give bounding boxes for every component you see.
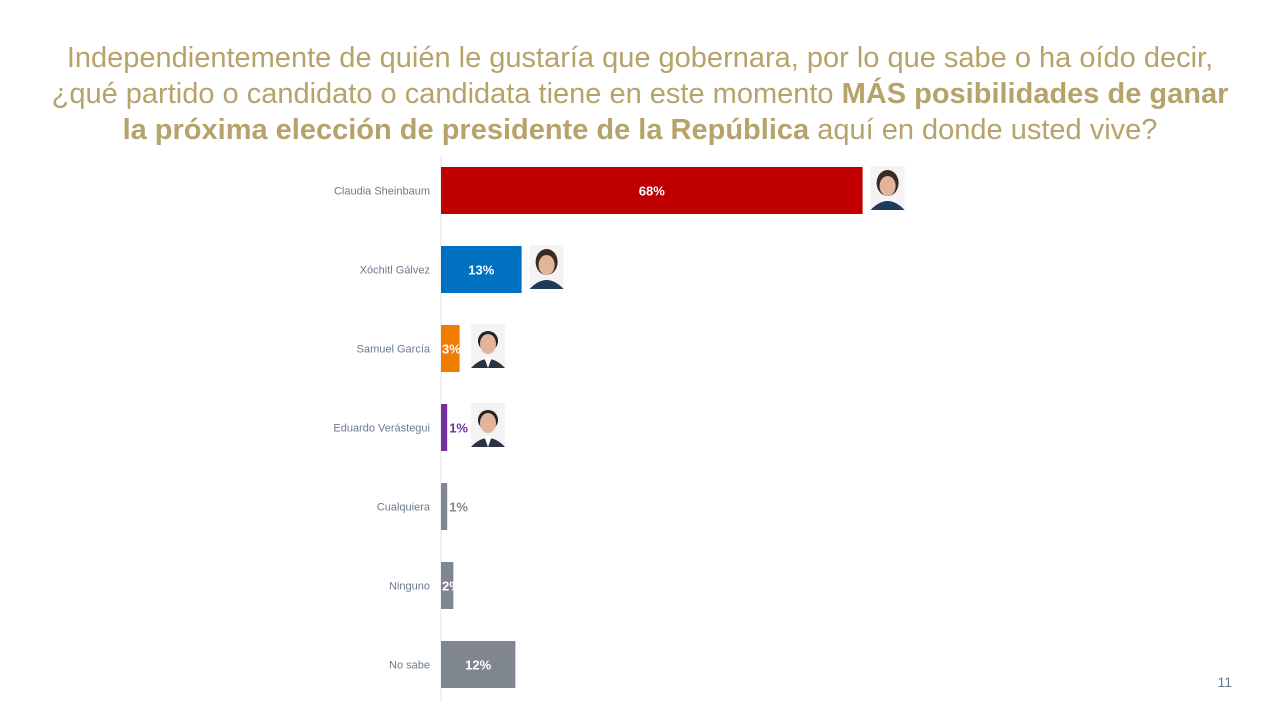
category-label: Samuel García bbox=[357, 344, 431, 356]
bar bbox=[441, 404, 448, 451]
category-label: No sabe bbox=[389, 660, 430, 672]
category-label: Cualquiera bbox=[377, 502, 431, 514]
chart-title: Independientemente de quién le gustaría … bbox=[40, 40, 1240, 148]
category-label: Eduardo Verástegui bbox=[333, 423, 430, 435]
bar bbox=[441, 562, 454, 609]
category-label: Ninguno bbox=[389, 581, 430, 593]
category-label: Claudia Sheinbaum bbox=[334, 186, 430, 198]
title-text-2: aquí en donde usted vive? bbox=[809, 114, 1158, 146]
bar bbox=[441, 325, 460, 372]
value-label: 3% bbox=[442, 342, 461, 357]
value-label: 1% bbox=[449, 500, 468, 515]
woman-portrait-photo-1 bbox=[529, 245, 564, 289]
value-label: 2% bbox=[442, 579, 461, 594]
woman-portrait-photo-0 bbox=[870, 166, 905, 210]
page-number: 11 bbox=[1217, 674, 1232, 690]
man-portrait-photo-3 bbox=[471, 403, 505, 447]
title-text-bold: MÁS posibilidades de ganar la próxima el… bbox=[122, 78, 1229, 146]
value-label: 1% bbox=[449, 421, 468, 436]
value-label: 68% bbox=[639, 184, 665, 199]
bar bbox=[441, 483, 448, 530]
man-portrait-photo-2 bbox=[471, 324, 505, 368]
category-label: Xóchitl Gálvez bbox=[360, 265, 430, 277]
bar bbox=[441, 246, 522, 293]
value-label: 13% bbox=[468, 263, 494, 278]
bar bbox=[441, 167, 863, 214]
bar bbox=[441, 641, 516, 688]
value-label: 12% bbox=[465, 658, 491, 673]
title-text-1: Independientemente de quién le gustaría … bbox=[51, 42, 1214, 110]
